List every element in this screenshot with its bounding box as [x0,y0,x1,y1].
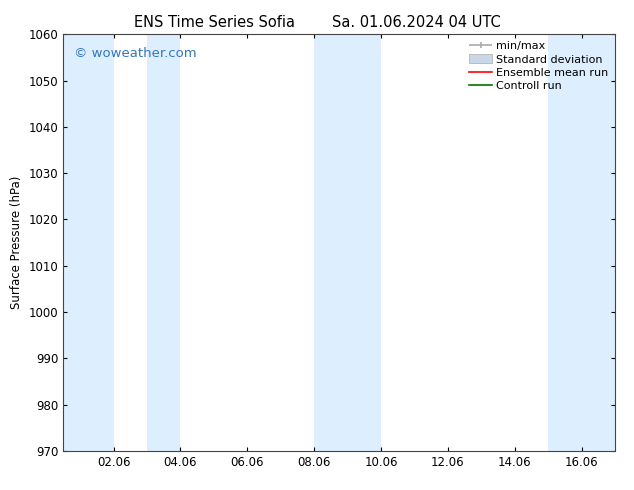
Bar [314,34,381,451]
Text: ENS Time Series Sofia        Sa. 01.06.2024 04 UTC: ENS Time Series Sofia Sa. 01.06.2024 04 … [134,15,500,30]
Bar [63,34,113,451]
Bar [147,34,181,451]
Bar [548,34,615,451]
Y-axis label: Surface Pressure (hPa): Surface Pressure (hPa) [10,176,23,309]
Legend: min/max, Standard deviation, Ensemble mean run, Controll run: min/max, Standard deviation, Ensemble me… [465,37,612,96]
Text: © woweather.com: © woweather.com [74,47,197,60]
